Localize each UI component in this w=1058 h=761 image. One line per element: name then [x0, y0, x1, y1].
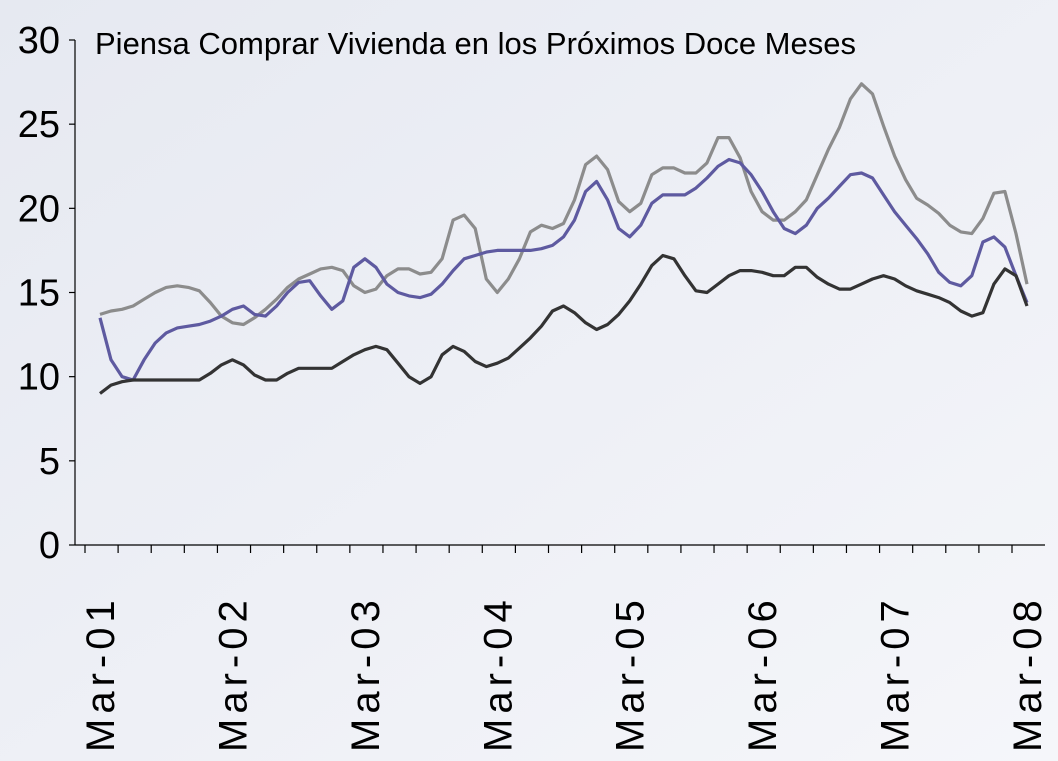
- x-tick-label: Mar-01: [79, 595, 123, 752]
- x-tick-label: Mar-08: [1006, 595, 1050, 752]
- line-series: [99, 82, 1029, 327]
- x-tick-label: Mar-06: [741, 595, 785, 752]
- y-tick-label: 20: [18, 188, 60, 230]
- x-tick-label: Mar-07: [874, 595, 918, 752]
- x-tick-label: Mar-03: [344, 595, 388, 752]
- y-tick-label: 10: [18, 357, 60, 399]
- x-tick-label: Mar-05: [609, 595, 653, 752]
- x-tick-label: Mar-02: [211, 595, 255, 752]
- y-tick-label: 30: [18, 20, 60, 62]
- y-tick-label: 0: [39, 525, 60, 567]
- line-series: [98, 157, 1029, 382]
- x-tick-label: Mar-04: [476, 595, 520, 752]
- chart-title: Piensa Comprar Vivienda en los Próximos …: [95, 26, 856, 61]
- y-tick-label: 25: [18, 104, 60, 146]
- y-tick-label: 15: [18, 273, 60, 315]
- y-tick-label: 5: [39, 441, 60, 483]
- line-series: [99, 253, 1029, 395]
